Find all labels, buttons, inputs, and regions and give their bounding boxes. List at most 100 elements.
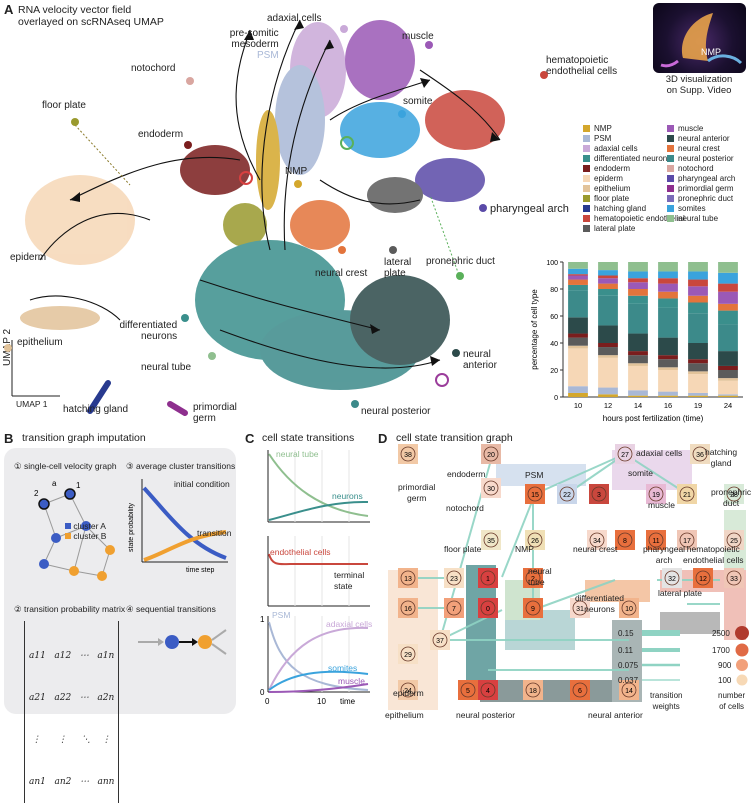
legend-swatch	[583, 184, 590, 192]
c-endothelial: endothelial cells	[270, 547, 331, 557]
bar-segment	[688, 279, 708, 287]
cluster-b-legend: cluster B	[65, 531, 106, 542]
d-somite: somite	[628, 468, 654, 478]
legend-swatch	[583, 174, 590, 182]
inset-3d-visualization: NMP	[653, 3, 746, 73]
bar-segment	[628, 365, 648, 391]
bar-segment	[658, 262, 678, 272]
panel-c-letter: C	[245, 431, 255, 446]
bar-segment	[568, 279, 588, 285]
d-hatching-2: gland	[710, 458, 732, 468]
graph-node-label: 16	[404, 606, 412, 613]
tw-title-1: transition	[650, 691, 683, 700]
panel-a-title-line1: RNA velocity vector field	[18, 4, 132, 16]
blob-endoderm	[180, 145, 250, 195]
bar-segment	[718, 283, 738, 292]
legend-swatch	[583, 204, 590, 212]
graph-node	[726, 570, 742, 586]
sequential-transitions	[138, 629, 227, 655]
graph-node	[480, 682, 496, 698]
graph-node-label: 24	[404, 688, 412, 695]
a12-label: a	[52, 479, 57, 488]
legend-label: PSM	[594, 133, 612, 143]
label-epiderm: epiderm	[10, 252, 47, 263]
legend-label: notochord	[678, 163, 714, 173]
label-neural-crest: neural crest	[315, 268, 368, 279]
time-step-label: time step	[186, 567, 215, 574]
node-1-label: 1	[76, 481, 81, 490]
state-probability-label: state probability	[128, 502, 135, 552]
graph-node-label: 20	[487, 452, 495, 459]
label-lateral-1: lateral	[384, 257, 412, 268]
velocity-graph: 2 1 a	[34, 479, 115, 581]
bar-segment	[688, 374, 708, 393]
legend-item: muscle	[667, 123, 735, 133]
graph-node-label: 22	[563, 492, 571, 499]
legend-swatch	[583, 124, 590, 132]
bar-segment	[628, 363, 648, 366]
legend-item: differentiated neurons	[583, 153, 685, 163]
bar-segment	[658, 283, 678, 292]
dot-neural-posterior	[351, 400, 359, 408]
graph-node-label: 33	[730, 576, 738, 583]
node-2-label: 2	[34, 489, 39, 498]
graph-node-label: 30	[487, 486, 495, 493]
count-2: 900	[718, 661, 732, 670]
bar-segment	[688, 392, 708, 396]
plot3-x10: 10	[317, 697, 326, 706]
cell-state-transition-plots: 1 0 0 10 time	[260, 450, 370, 706]
legend-item: floor plate	[583, 193, 685, 203]
legend-label: floor plate	[594, 193, 630, 203]
x-tick-label: 14	[634, 401, 642, 410]
graph-node	[525, 682, 541, 698]
graph-node-label: 32	[668, 576, 676, 583]
blob-pharyngeal	[415, 158, 485, 202]
umap-vector-field	[11, 19, 505, 416]
bar-segment	[718, 380, 738, 395]
bar-segment	[598, 275, 618, 279]
label-neural-tube: neural tube	[141, 362, 192, 373]
legend-swatch	[583, 214, 590, 222]
tw-title: transition weights	[650, 690, 682, 712]
bar-segment	[598, 325, 618, 343]
bar-segment	[598, 283, 618, 289]
c-neural-tube: neural tube	[276, 449, 319, 459]
bar-segment	[598, 347, 618, 356]
d-lateral: lateral plate	[658, 588, 702, 598]
bar-segment	[628, 333, 648, 352]
d-primordial-1: primordial	[398, 482, 436, 492]
blob-muscle	[345, 20, 415, 100]
graph-node	[446, 570, 462, 586]
graph-node-label: 15	[531, 492, 539, 499]
graph-node	[695, 570, 711, 586]
panel-d-letter: D	[378, 431, 388, 446]
step-2-text: transition probability matrix	[24, 604, 126, 614]
y-tick-label: 40	[550, 341, 558, 348]
legend-label: epithelium	[594, 183, 631, 193]
graph-node-label: 12	[699, 576, 707, 583]
tw-title-2: weights	[652, 702, 680, 711]
average-transitions-plot: state probability time step	[128, 479, 228, 574]
bar-segment	[598, 394, 618, 397]
graph-node-label: 23	[450, 576, 458, 583]
dot-hemato	[540, 71, 548, 79]
bar-segment	[568, 284, 588, 291]
legend-column-2: muscle neural anterior neural crest neural …	[667, 123, 735, 223]
bar-segment	[598, 295, 618, 326]
blob-floor-plate	[223, 203, 267, 247]
inset-caption: 3D visualization on Supp. Video	[647, 74, 751, 96]
panel-b-letter: B	[4, 431, 14, 446]
step-2-label: ② transition probability matrix	[14, 604, 125, 615]
graph-node	[483, 480, 499, 496]
bar-segment	[598, 357, 618, 388]
graph-node-label: 5	[466, 688, 470, 695]
legend-swatch	[667, 184, 674, 192]
cluster-b-text: cluster B	[73, 531, 107, 541]
bar-segment	[658, 359, 678, 368]
blob-epiderm	[25, 175, 135, 265]
graph-node	[483, 532, 499, 548]
step-2-num: ②	[14, 604, 22, 614]
graph-node	[400, 682, 416, 698]
legend-swatch	[583, 154, 590, 162]
bar-segment	[718, 378, 738, 381]
